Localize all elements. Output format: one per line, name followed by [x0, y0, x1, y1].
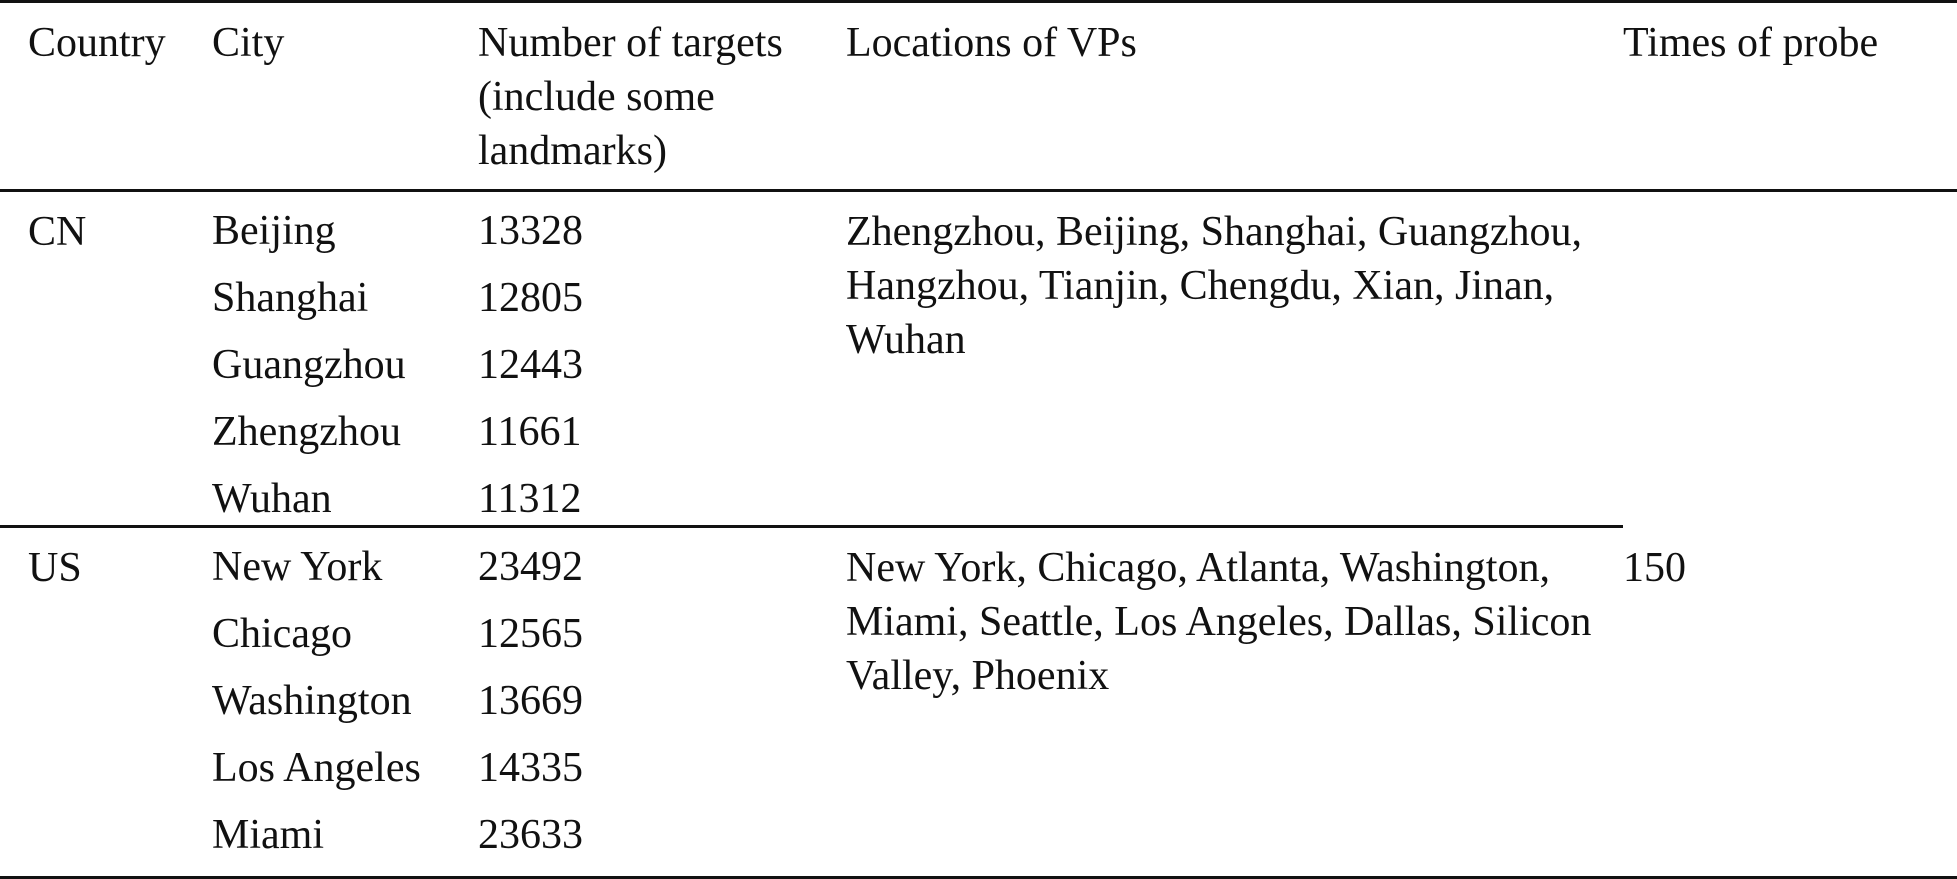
country-cell-us: US: [28, 545, 82, 591]
header-number-of-targets: Number of targets (include some landmark…: [478, 20, 783, 174]
targets-cell: 12443: [478, 342, 583, 388]
targets-cell: 13669: [478, 678, 583, 724]
header-locations-of-vps: Locations of VPs: [846, 20, 1137, 66]
targets-list-cn: 13328 12805 12443 11661 11312: [478, 198, 583, 533]
header-times-of-probe: Times of probe: [1623, 20, 1879, 66]
city-cell: Beijing: [212, 208, 336, 254]
targets-cell: 14335: [478, 745, 583, 791]
table-bottom-rule: [0, 876, 1957, 879]
header-bottom-rule: [0, 189, 1957, 192]
country-cell-cn: CN: [28, 209, 87, 255]
city-list-us: New York Chicago Washington Los Angeles …: [212, 534, 421, 869]
targets-list-us: 23492 12565 13669 14335 23633: [478, 534, 583, 869]
targets-cell: 11661: [478, 409, 582, 455]
vp-locations-cn: Zhengzhou, Beijing, Shanghai, Guangzhou,…: [846, 209, 1583, 363]
city-cell: Chicago: [212, 611, 352, 657]
group-separator-rule: [0, 525, 1623, 528]
targets-cell: 13328: [478, 208, 583, 254]
times-of-probe-value: 150: [1623, 545, 1686, 591]
city-cell: Washington: [212, 678, 412, 724]
city-cell: Zhengzhou: [212, 409, 401, 455]
city-cell: Wuhan: [212, 476, 332, 522]
city-list-cn: Beijing Shanghai Guangzhou Zhengzhou Wuh…: [212, 198, 406, 533]
city-cell: Guangzhou: [212, 342, 406, 388]
city-cell: New York: [212, 544, 383, 590]
targets-cell: 12565: [478, 611, 583, 657]
city-cell: Miami: [212, 812, 324, 858]
vp-locations-us: New York, Chicago, Atlanta, Washington, …: [846, 545, 1592, 699]
header-country: Country: [28, 20, 166, 66]
header-city: City: [212, 20, 285, 66]
targets-cell: 23633: [478, 812, 583, 858]
city-cell: Shanghai: [212, 275, 369, 321]
targets-cell: 23492: [478, 544, 583, 590]
table-top-rule: [0, 0, 1957, 3]
targets-cell: 12805: [478, 275, 583, 321]
city-cell: Los Angeles: [212, 745, 421, 791]
targets-cell: 11312: [478, 476, 582, 522]
